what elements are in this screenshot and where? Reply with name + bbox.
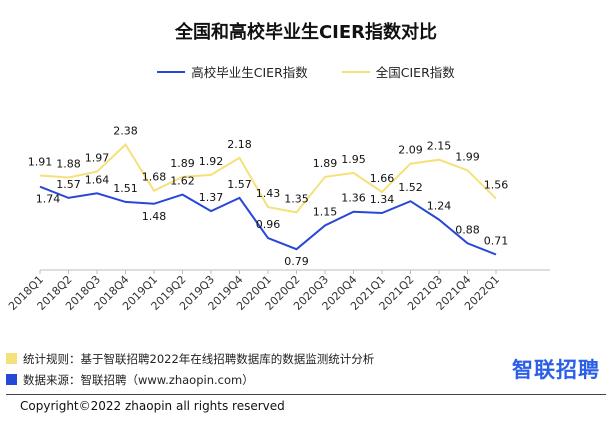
data-label-graduates: 1.24 [427, 200, 452, 213]
series-line-graduates [39, 185, 497, 256]
data-label-graduates: 0.96 [256, 218, 281, 231]
data-label-graduates: 0.88 [455, 223, 480, 236]
data-label-graduates: 1.37 [199, 191, 224, 204]
legend-item-graduates: 高校毕业生CIER指数 [157, 62, 308, 81]
data-label-national: 2.15 [427, 140, 452, 153]
data-label-national: 1.92 [199, 155, 224, 168]
data-label-national: 2.18 [227, 138, 252, 151]
data-label-national: 1.88 [56, 158, 81, 171]
data-label-national: 1.91 [28, 156, 53, 169]
data-label-national: 2.38 [113, 125, 138, 138]
data-label-graduates: 1.52 [398, 181, 423, 194]
data-label-national: 1.66 [370, 172, 395, 185]
data-label-national: 1.97 [85, 152, 110, 165]
data-label-national: 1.56 [484, 179, 509, 192]
data-label-national: 2.09 [398, 144, 423, 157]
footer-divider [6, 394, 606, 395]
series-line-national [39, 143, 497, 214]
data-label-graduates: 1.48 [142, 210, 167, 223]
data-label-graduates: 1.74 [36, 193, 61, 206]
data-label-national: 1.68 [142, 171, 167, 184]
note-source-text: 数据来源：智联招聘（www.zhaopin.com） [23, 372, 254, 387]
chart-title: 全国和高校毕业生CIER指数对比 [174, 22, 438, 43]
legend-label-graduates: 高校毕业生CIER指数 [191, 65, 308, 80]
legend-swatch-national [341, 70, 370, 73]
data-label-graduates: 1.51 [113, 182, 138, 195]
data-label-graduates: 1.57 [56, 178, 81, 191]
data-label-graduates: 0.71 [484, 235, 509, 248]
legend-swatch-graduates [157, 70, 186, 73]
copyright-text: Copyright©2022 zhaopin all rights reserv… [20, 399, 285, 413]
data-label-national: 1.35 [284, 192, 309, 205]
note-rule-text: 统计规则：基于智联招聘2022年在线招聘数据库的数据监测统计分析 [23, 351, 375, 366]
note-source-marker [6, 374, 17, 385]
note-rule: 统计规则：基于智联招聘2022年在线招聘数据库的数据监测统计分析 [6, 348, 374, 369]
data-label-graduates: 0.79 [284, 255, 309, 268]
data-label-graduates: 1.36 [341, 192, 366, 205]
data-label-graduates: 1.34 [370, 193, 395, 206]
legend-label-national: 全国CIER指数 [375, 65, 455, 80]
brand-logo: 智联招聘 [512, 358, 600, 382]
data-label-national: 1.95 [341, 153, 366, 166]
data-label-graduates: 1.62 [170, 175, 195, 188]
note-source: 数据来源：智联招聘（www.zhaopin.com） [6, 369, 374, 390]
legend: 高校毕业生CIER指数 全国CIER指数 [0, 62, 612, 81]
data-label-graduates: 1.64 [85, 173, 110, 186]
data-label-graduates: 1.57 [227, 178, 252, 191]
notes: 统计规则：基于智联招聘2022年在线招聘数据库的数据监测统计分析 数据来源：智联… [6, 348, 374, 390]
note-rule-marker [6, 353, 17, 364]
data-label-graduates: 1.15 [313, 206, 338, 219]
data-label-national: 1.89 [170, 157, 195, 170]
data-label-national: 1.99 [455, 150, 480, 163]
data-label-national: 1.43 [256, 187, 281, 200]
line-chart: 2018Q12018Q22018Q32018Q42019Q12019Q22019… [6, 125, 550, 313]
legend-item-national: 全国CIER指数 [341, 62, 455, 81]
data-label-national: 1.89 [313, 157, 338, 170]
